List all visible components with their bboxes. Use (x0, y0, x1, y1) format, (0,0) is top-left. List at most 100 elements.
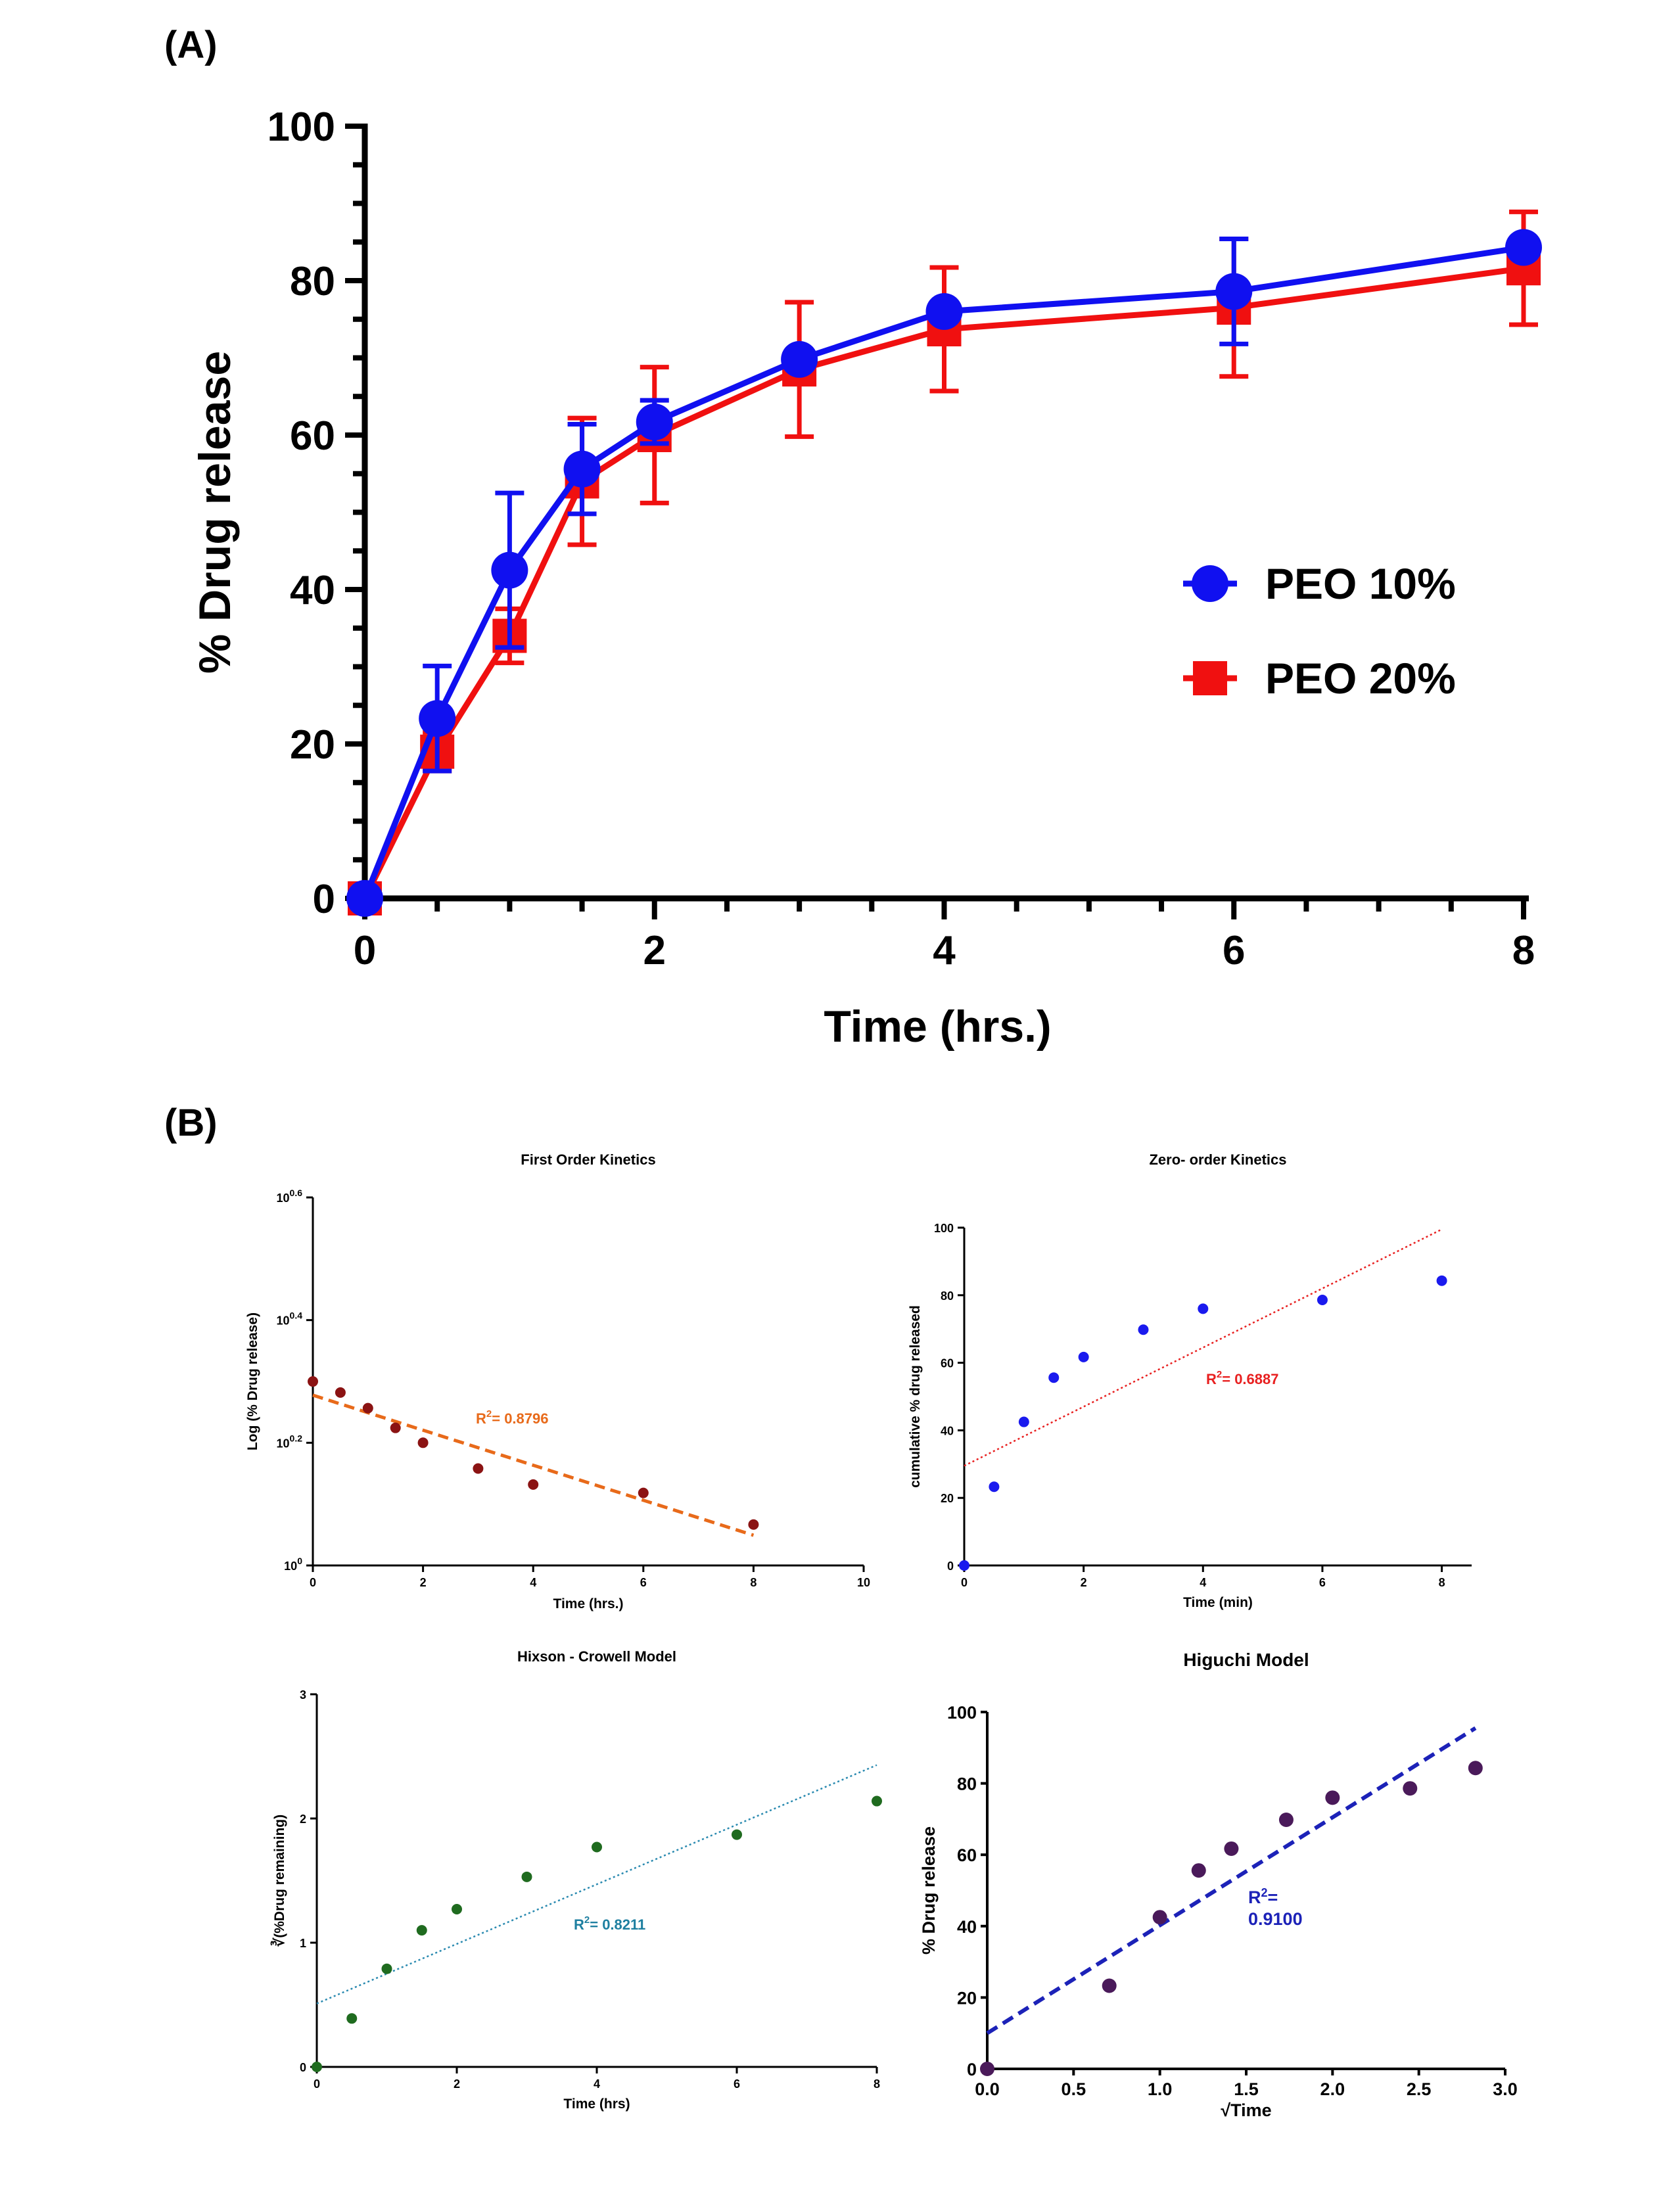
r-squared-part: R (1248, 1887, 1261, 1907)
x-axis-title: Time (min) (1183, 1595, 1253, 1610)
data-point (417, 1437, 429, 1448)
y-tick-label: 80 (941, 1289, 954, 1303)
y-tick-base: 10 (277, 1314, 290, 1328)
data-point (781, 340, 818, 378)
x-tick-label: 1.0 (1148, 2079, 1173, 2099)
y-tick-exponent: 0 (297, 1556, 302, 1566)
y-tick-label: 80 (290, 259, 335, 304)
chart-title: Higuchi Model (1183, 1650, 1309, 1670)
panel-label-b: (B) (164, 1101, 218, 1144)
data-point (636, 404, 673, 441)
y-tick-label: 100.6 (277, 1188, 303, 1205)
y-tick-label: 60 (941, 1357, 954, 1370)
y-tick-label: 2 (300, 1813, 306, 1826)
chart-title: Hixson - Crowell Model (517, 1648, 676, 1665)
x-tick-label: 4 (594, 2077, 600, 2091)
x-tick-label: 6 (640, 1576, 647, 1589)
release-chart: 0 20 40 60 80 100 0 2 4 6 8 Time (hrs.) % Drug relea… (190, 104, 1542, 1052)
r-squared-part: 2 (1217, 1369, 1222, 1380)
r-squared-part: = 0.8796 (492, 1410, 548, 1427)
data-point (335, 1387, 346, 1398)
data-point (925, 293, 963, 330)
data-point (748, 1519, 759, 1530)
y-tick-label: 0 (300, 2061, 306, 2074)
y-axis-title: % Drug release (190, 351, 240, 674)
y-tick-label: 60 (290, 413, 335, 459)
fit-line (316, 1764, 877, 2004)
x-tick-label: 10 (857, 1576, 870, 1589)
y-tick-label: 20 (941, 1492, 954, 1505)
data-point (1215, 273, 1253, 310)
data-point (362, 1402, 373, 1414)
fit-line (312, 1393, 755, 1537)
x-tick-label: 6 (734, 2077, 740, 2091)
y-tick-label: 3 (300, 1688, 306, 1701)
x-axis-title: Time (hrs) (563, 2096, 630, 2112)
x-tick-label: 2 (420, 1576, 427, 1589)
x-tick-label: 6 (1223, 928, 1245, 973)
data-point (1048, 1372, 1060, 1383)
y-tick-label: 100.2 (277, 1433, 303, 1450)
legend-label: PEO 10% (1265, 559, 1456, 608)
data-point (1018, 1416, 1029, 1427)
r-squared-label: R2= 0.6887 (1206, 1369, 1278, 1387)
x-tick-label: 1.5 (1234, 2079, 1259, 2099)
x-tick-label: 4 (933, 928, 956, 973)
y-tick-label: 100.4 (277, 1310, 303, 1328)
r-squared-part: = 0.8211 (590, 1916, 645, 1933)
y-tick-base: 10 (284, 1560, 297, 1573)
data-point (563, 450, 601, 488)
data-point (528, 1479, 539, 1490)
higuchi-chart: Higuchi Model 0.0 0.5 1.0 1.5 2.0 2.5 3.0 0 20 40 6… (919, 1650, 1518, 2120)
x-tick-label: 8 (1512, 928, 1535, 973)
fit-line (964, 1228, 1443, 1467)
data-point (732, 1829, 742, 1840)
y-tick-exponent: 0.4 (290, 1310, 303, 1321)
chart-title: Zero- order Kinetics (1149, 1151, 1286, 1168)
y-tick-exponent: 0.6 (290, 1188, 303, 1198)
x-tick-label: 8 (874, 2077, 880, 2091)
y-tick-label: 0 (947, 1560, 954, 1573)
y-tick-label: 40 (957, 1917, 977, 1937)
r-squared-part: 2 (486, 1408, 492, 1420)
x-tick-label: 4 (1200, 1576, 1206, 1589)
x-tick-label: 0 (310, 1576, 316, 1589)
data-point (491, 551, 528, 589)
data-point (980, 2062, 994, 2076)
data-point (346, 880, 383, 917)
data-point (1325, 1790, 1340, 1805)
x-tick-label: 2 (1081, 1576, 1087, 1589)
data-point (1138, 1324, 1149, 1335)
y-axis-title: % Drug release (919, 1826, 939, 1955)
data-point (1278, 1812, 1294, 1827)
x-axis-title: Time (hrs.) (553, 1596, 624, 1611)
fit-line (986, 1726, 1477, 2035)
r-squared-part: 2 (1261, 1886, 1268, 1899)
r-squared-part: R (1206, 1371, 1217, 1387)
r-squared-label: R2= 0.8211 (574, 1914, 645, 1933)
r-squared-part: 0.9100 (1248, 1909, 1303, 1929)
y-tick-label: 40 (941, 1424, 954, 1437)
data-point (452, 1903, 462, 1914)
legend-label: PEO 20% (1265, 654, 1456, 703)
data-point (1468, 1761, 1483, 1776)
y-axis-title: ∛(%Drug remaining) (271, 1815, 287, 1947)
data-point (1198, 1303, 1209, 1314)
x-tick-label: 3.0 (1493, 2079, 1518, 2099)
data-point (381, 1963, 392, 1974)
data-point (1224, 1841, 1239, 1856)
data-point (1403, 1781, 1418, 1796)
x-tick-label: 0 (961, 1576, 968, 1589)
x-tick-label: 2.0 (1320, 2079, 1345, 2099)
r-squared-label: R2= 0.9100 (1248, 1886, 1303, 1929)
y-tick-base: 10 (277, 1192, 290, 1205)
data-point (419, 700, 456, 737)
data-point (592, 1841, 602, 1853)
r-squared-part: = 0.6887 (1222, 1371, 1278, 1387)
data-point (989, 1481, 1000, 1493)
data-point (1436, 1275, 1447, 1286)
x-tick-label: 6 (1319, 1576, 1326, 1589)
data-point (638, 1487, 649, 1498)
y-tick-label: 100 (947, 1703, 977, 1723)
